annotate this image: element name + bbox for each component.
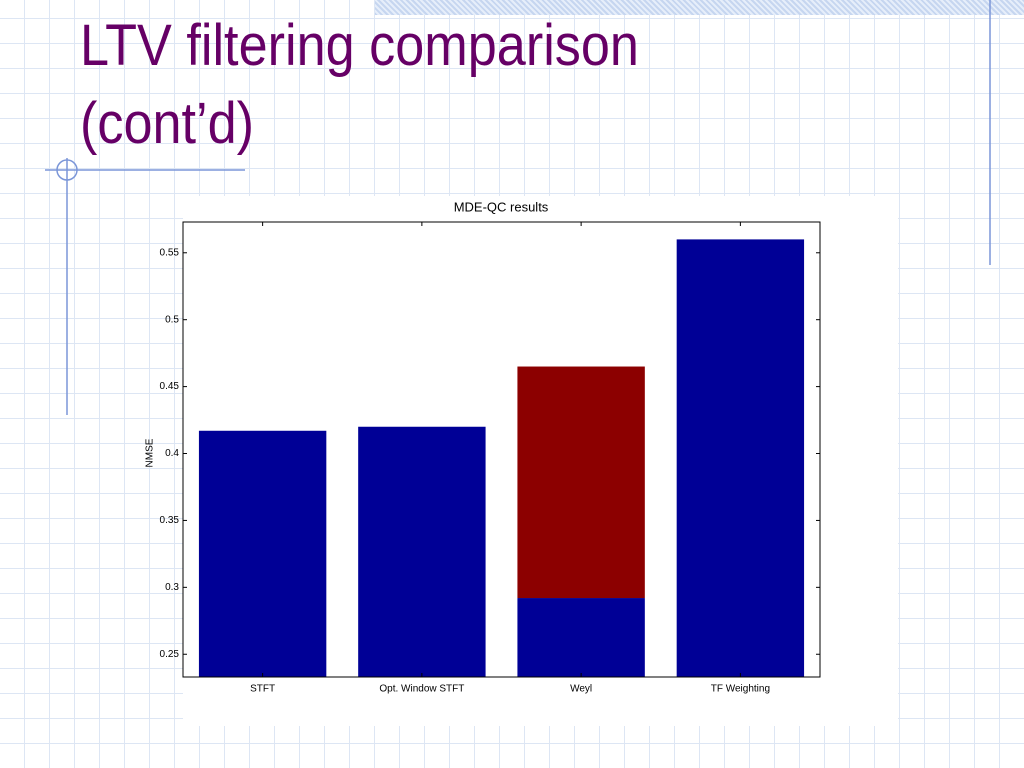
y-tick-label: 0.55: [160, 247, 180, 258]
y-tick-label: 0.5: [165, 314, 179, 325]
y-axis-label: NMSE: [145, 438, 156, 467]
bar-segment: [198, 430, 327, 677]
bar-segment: [358, 426, 486, 677]
y-tick-label: 0.35: [160, 515, 180, 526]
bar-segment: [517, 366, 645, 599]
x-tick-label: TF Weighting: [711, 684, 770, 695]
y-tick-label: 0.4: [165, 448, 179, 459]
y-tick-label: 0.3: [165, 582, 179, 593]
decor-band: [375, 0, 1024, 15]
x-tick-label: Opt. Window STFT: [379, 684, 464, 695]
bar-segment: [676, 239, 805, 677]
y-tick-label: 0.25: [160, 649, 180, 660]
chart-title: MDE-QC results: [454, 199, 549, 214]
y-tick-label: 0.45: [160, 381, 180, 392]
slide-title: (cont’d): [80, 91, 255, 156]
slide-title: LTV filtering comparison: [80, 13, 639, 78]
x-tick-label: Weyl: [570, 684, 592, 695]
x-tick-label: STFT: [250, 684, 275, 695]
bar-segment: [517, 598, 645, 677]
axes-frame: [182, 221, 821, 678]
